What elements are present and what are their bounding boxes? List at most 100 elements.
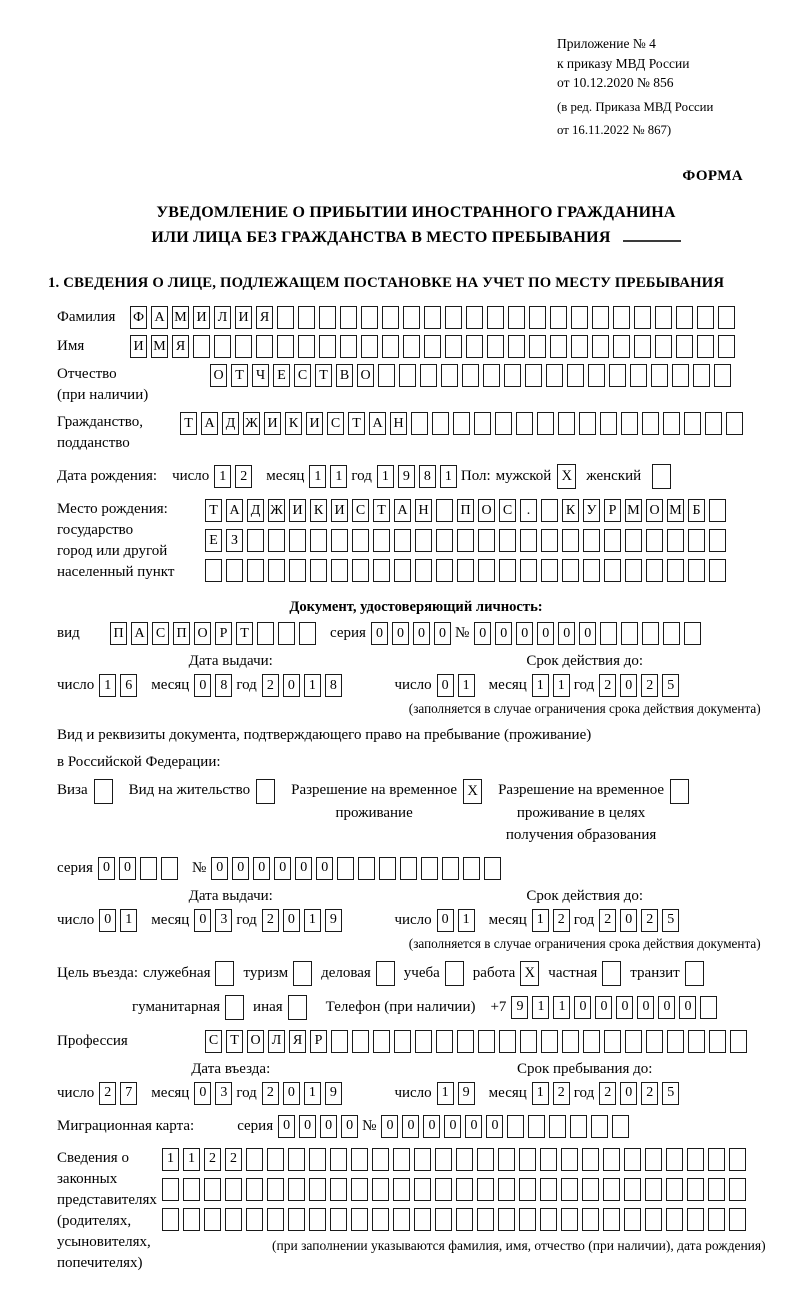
- char-cell[interactable]: [528, 1114, 546, 1138]
- char-cell[interactable]: [478, 1029, 495, 1053]
- char-cell[interactable]: [477, 1177, 494, 1201]
- char-cell[interactable]: [415, 1029, 432, 1053]
- char-cell[interactable]: [520, 1029, 537, 1053]
- char-cell[interactable]: [358, 856, 376, 880]
- char-cell[interactable]: [688, 1029, 705, 1053]
- char-cell[interactable]: [603, 1147, 620, 1171]
- char-cell[interactable]: [558, 412, 575, 436]
- char-cell[interactable]: [309, 1147, 326, 1171]
- char-cell[interactable]: 0: [579, 622, 597, 646]
- char-cell[interactable]: В: [336, 364, 353, 388]
- char-cell[interactable]: [268, 559, 285, 583]
- char-cell[interactable]: Л: [214, 306, 231, 330]
- char-cell[interactable]: [519, 1207, 536, 1231]
- char-cell[interactable]: 0: [232, 856, 250, 880]
- char-cell[interactable]: П: [173, 622, 190, 646]
- char-cell[interactable]: 2: [261, 908, 279, 932]
- char-cell[interactable]: И: [235, 306, 252, 330]
- char-cell[interactable]: [718, 306, 735, 330]
- char-cell[interactable]: [225, 1207, 242, 1231]
- char-cell[interactable]: [708, 1177, 725, 1201]
- char-cell[interactable]: [466, 306, 483, 330]
- char-cell[interactable]: [709, 499, 726, 523]
- char-cell[interactable]: [709, 559, 726, 583]
- char-cell[interactable]: 1: [303, 908, 321, 932]
- char-cell[interactable]: 3: [215, 908, 233, 932]
- char-cell[interactable]: [645, 1177, 662, 1201]
- char-cell[interactable]: 0: [278, 1114, 296, 1138]
- char-cell[interactable]: [709, 529, 726, 553]
- char-cell[interactable]: Я: [172, 335, 189, 359]
- char-cell[interactable]: [330, 1207, 347, 1231]
- purpose-study-checkbox[interactable]: [444, 960, 464, 986]
- char-cell[interactable]: [457, 559, 474, 583]
- char-cell[interactable]: О: [210, 364, 227, 388]
- char-cell[interactable]: Ж: [268, 499, 285, 523]
- char-cell[interactable]: 1: [439, 465, 457, 489]
- char-cell[interactable]: 0: [637, 995, 655, 1019]
- char-cell[interactable]: 0: [679, 995, 697, 1019]
- char-cell[interactable]: 0: [299, 1114, 317, 1138]
- char-cell[interactable]: [634, 335, 651, 359]
- char-cell[interactable]: [684, 412, 701, 436]
- char-cell[interactable]: С: [294, 364, 311, 388]
- char-cell[interactable]: М: [625, 499, 642, 523]
- char-cell[interactable]: [415, 559, 432, 583]
- sex-female-checkbox[interactable]: [652, 464, 672, 490]
- char-cell[interactable]: [550, 335, 567, 359]
- char-cell[interactable]: [456, 1207, 473, 1231]
- char-cell[interactable]: [516, 412, 533, 436]
- char-cell[interactable]: [709, 1029, 726, 1053]
- char-cell[interactable]: 0: [282, 908, 300, 932]
- char-cell[interactable]: [571, 306, 588, 330]
- char-cell[interactable]: О: [194, 622, 211, 646]
- char-cell[interactable]: [483, 364, 500, 388]
- char-cell[interactable]: [697, 306, 714, 330]
- char-cell[interactable]: [667, 1029, 684, 1053]
- char-cell[interactable]: 0: [282, 674, 300, 698]
- char-cell[interactable]: [331, 1029, 348, 1053]
- char-cell[interactable]: [687, 1147, 704, 1171]
- char-cell[interactable]: 0: [537, 622, 555, 646]
- char-cell[interactable]: [613, 335, 630, 359]
- char-cell[interactable]: [624, 1147, 641, 1171]
- char-cell[interactable]: [288, 1147, 305, 1171]
- char-cell[interactable]: [436, 559, 453, 583]
- char-cell[interactable]: 0: [118, 856, 136, 880]
- char-cell[interactable]: [436, 529, 453, 553]
- char-cell[interactable]: [700, 995, 718, 1019]
- char-cell[interactable]: 6: [120, 674, 138, 698]
- char-cell[interactable]: Д: [222, 412, 239, 436]
- char-cell[interactable]: О: [478, 499, 495, 523]
- purpose-business-checkbox[interactable]: [375, 960, 395, 986]
- char-cell[interactable]: [478, 559, 495, 583]
- char-cell[interactable]: [420, 364, 437, 388]
- char-cell[interactable]: [672, 364, 689, 388]
- char-cell[interactable]: [625, 1029, 642, 1053]
- char-cell[interactable]: [676, 335, 693, 359]
- char-cell[interactable]: [456, 1147, 473, 1171]
- char-cell[interactable]: 0: [620, 674, 638, 698]
- char-cell[interactable]: Ч: [252, 364, 269, 388]
- char-cell[interactable]: [663, 622, 681, 646]
- char-cell[interactable]: И: [264, 412, 281, 436]
- char-cell[interactable]: [600, 412, 617, 436]
- char-cell[interactable]: 1: [303, 1081, 321, 1105]
- char-cell[interactable]: [609, 364, 626, 388]
- char-cell[interactable]: [688, 529, 705, 553]
- char-cell[interactable]: [162, 1177, 179, 1201]
- char-cell[interactable]: [477, 1207, 494, 1231]
- purpose-humanitarian-checkbox[interactable]: [225, 994, 245, 1020]
- char-cell[interactable]: 0: [574, 995, 592, 1019]
- char-cell[interactable]: 2: [641, 674, 659, 698]
- char-cell[interactable]: [139, 856, 157, 880]
- char-cell[interactable]: [550, 306, 567, 330]
- char-cell[interactable]: [457, 1029, 474, 1053]
- char-cell[interactable]: 0: [436, 908, 454, 932]
- char-cell[interactable]: [442, 856, 460, 880]
- char-cell[interactable]: Я: [289, 1029, 306, 1053]
- char-cell[interactable]: 2: [204, 1147, 221, 1171]
- char-cell[interactable]: 5: [662, 674, 680, 698]
- char-cell[interactable]: [591, 1114, 609, 1138]
- char-cell[interactable]: К: [562, 499, 579, 523]
